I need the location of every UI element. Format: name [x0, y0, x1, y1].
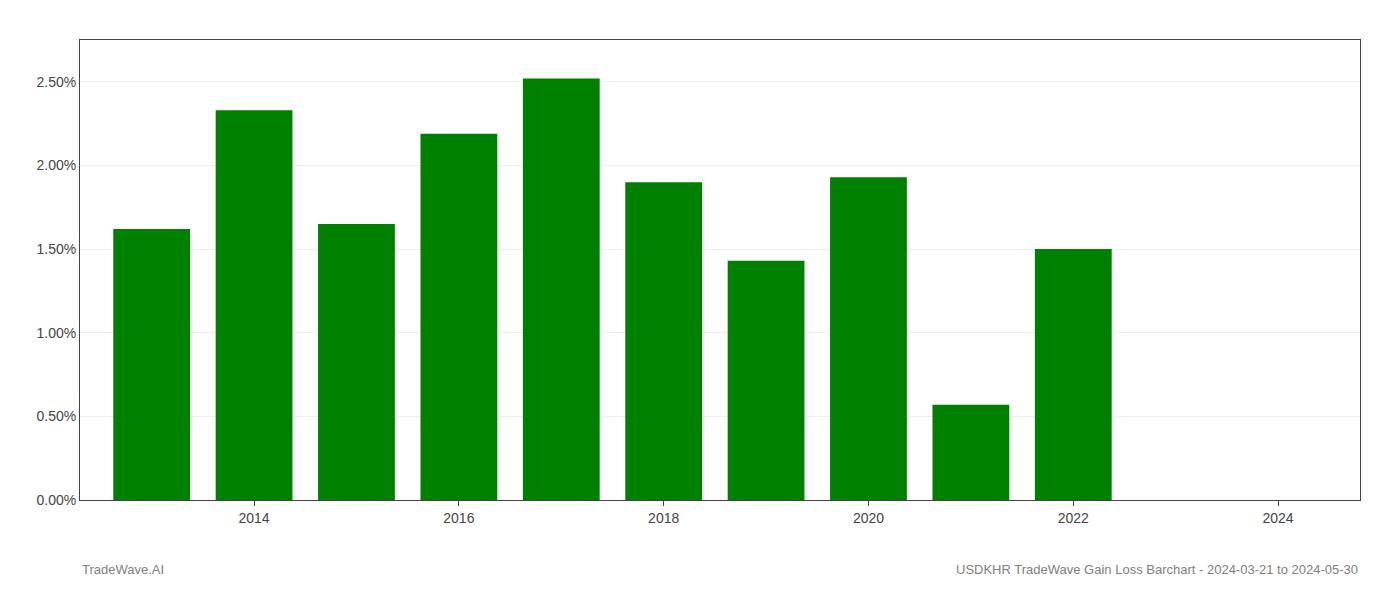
svg-text:1.00%: 1.00% [36, 325, 76, 341]
svg-text:TradeWave.AI: TradeWave.AI [82, 562, 164, 577]
svg-text:2020: 2020 [853, 510, 884, 526]
svg-text:2022: 2022 [1058, 510, 1089, 526]
svg-text:2018: 2018 [648, 510, 679, 526]
svg-text:2024: 2024 [1263, 510, 1294, 526]
svg-text:2016: 2016 [443, 510, 474, 526]
svg-text:0.00%: 0.00% [36, 492, 76, 508]
svg-text:0.50%: 0.50% [36, 408, 76, 424]
svg-text:2.50%: 2.50% [36, 74, 76, 90]
svg-text:1.50%: 1.50% [36, 241, 76, 257]
svg-text:USDKHR TradeWave Gain Loss Bar: USDKHR TradeWave Gain Loss Barchart - 20… [956, 562, 1358, 577]
svg-text:2014: 2014 [239, 510, 270, 526]
svg-text:2.00%: 2.00% [36, 157, 76, 173]
